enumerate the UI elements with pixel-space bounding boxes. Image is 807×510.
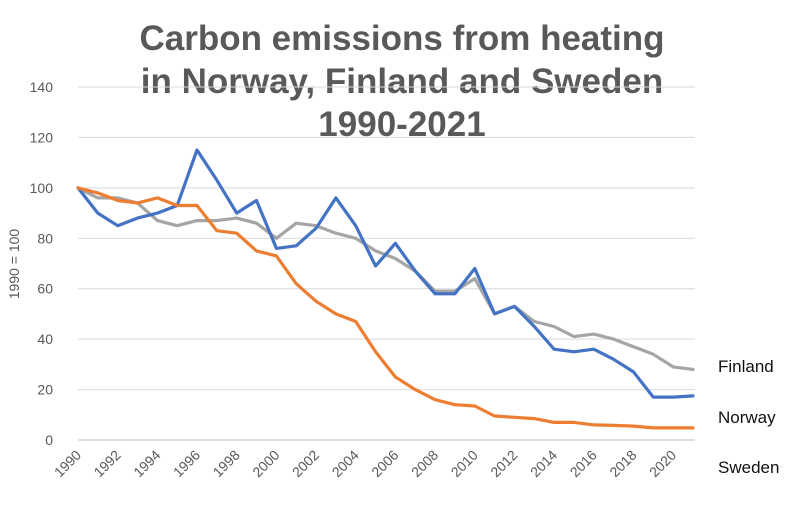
y-tick-label: 40 xyxy=(37,331,53,347)
series-line-finland xyxy=(76,186,695,371)
x-tick-label: 1992 xyxy=(90,447,123,480)
series-line-sweden xyxy=(76,186,695,430)
x-tick-label: 2020 xyxy=(646,447,679,480)
x-tick-label: 2004 xyxy=(329,447,362,480)
series-label-sweden: Sweden xyxy=(718,458,779,477)
series-lines xyxy=(76,148,695,430)
x-tick-label: 1996 xyxy=(170,447,203,480)
x-tick-label: 2016 xyxy=(567,447,600,480)
x-tick-label: 2006 xyxy=(368,447,401,480)
x-axis-ticks: 1990 1992 1994 1996 1998 2000 2002 2004 2006 2008… xyxy=(51,447,680,480)
chart-title-line-1: Carbon emissions from heating xyxy=(139,19,664,58)
x-tick-label: 2008 xyxy=(408,447,441,480)
series-label-norway: Norway xyxy=(718,408,776,427)
y-tick-label: 0 xyxy=(45,432,53,448)
series-label-finland: Finland xyxy=(718,357,774,376)
chart-title: Carbon emissions from heating in Norway,… xyxy=(139,19,664,144)
x-tick-label: 2012 xyxy=(487,447,520,480)
series-line-norway xyxy=(76,148,695,399)
y-tick-label: 80 xyxy=(37,230,53,246)
series-labels: Finland Norway Sweden xyxy=(718,357,779,477)
y-tick-label: 120 xyxy=(30,129,54,145)
y-axis-ticks: 0 20 40 60 80 100 120 140 xyxy=(30,79,54,448)
x-tick-label: 2018 xyxy=(606,447,639,480)
x-tick-label: 1998 xyxy=(209,447,242,480)
y-tick-label: 100 xyxy=(30,180,54,196)
y-tick-label: 140 xyxy=(30,79,54,95)
x-tick-label: 2000 xyxy=(249,447,282,480)
x-tick-label: 2014 xyxy=(527,447,560,480)
chart-title-line-3: 1990-2021 xyxy=(318,105,485,144)
x-tick-label: 2002 xyxy=(289,447,322,480)
y-tick-label: 20 xyxy=(37,382,53,398)
y-tick-label: 60 xyxy=(37,281,53,297)
chart-title-line-2: in Norway, Finland and Sweden xyxy=(141,62,663,101)
gridlines xyxy=(78,86,695,441)
x-tick-label: 1990 xyxy=(51,447,84,480)
x-tick-label: 2010 xyxy=(448,447,481,480)
x-tick-label: 1994 xyxy=(130,447,163,480)
y-axis-label: 1990 = 100 xyxy=(6,229,22,300)
